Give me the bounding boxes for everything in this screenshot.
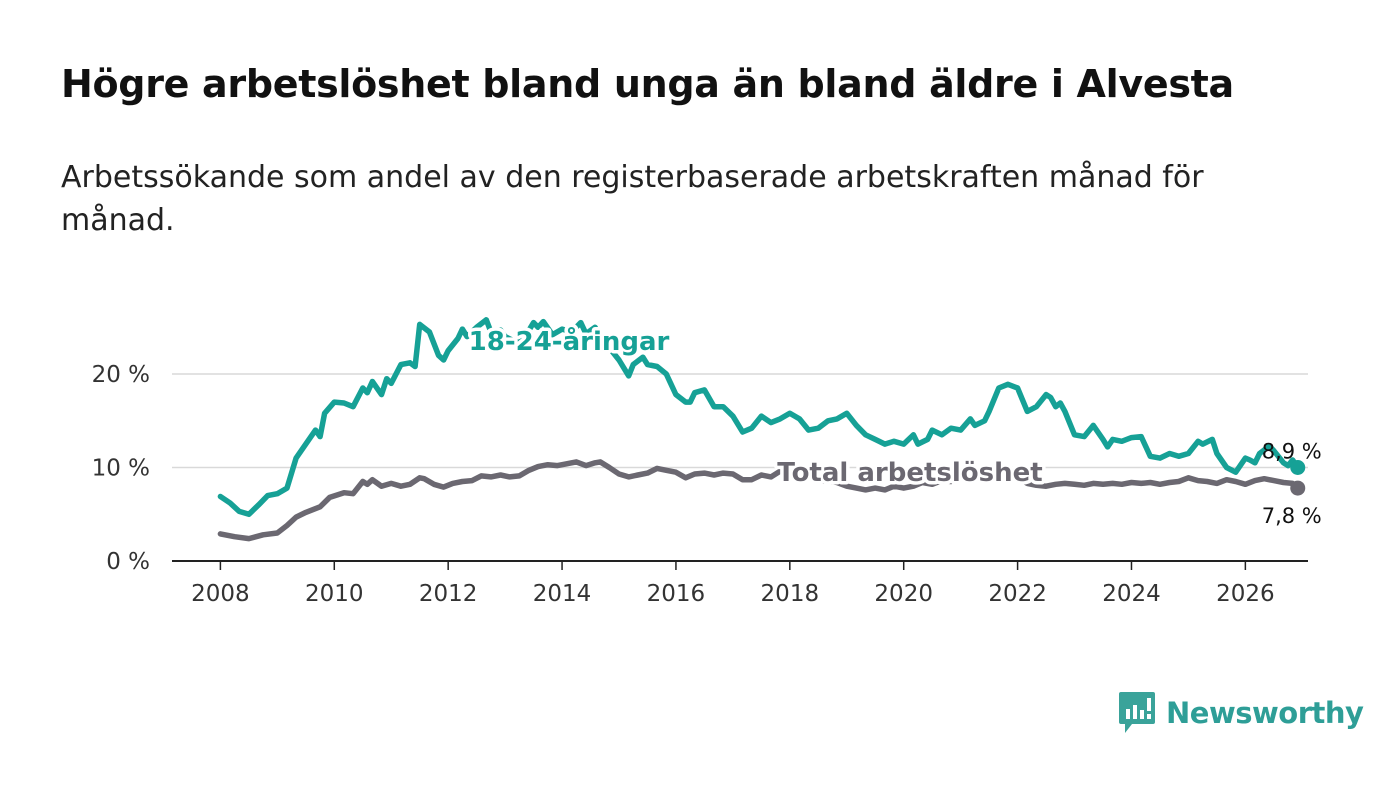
y-tick-label: 10 %	[92, 456, 150, 482]
x-tick-label: 2022	[988, 581, 1047, 607]
chart-subtitle: Arbetssökande som andel av den registerb…	[61, 160, 1204, 238]
x-tick-label: 2016	[647, 581, 706, 607]
series-label-youth: 18-24-åringar	[469, 325, 670, 357]
x-tick-label: 2010	[305, 581, 364, 607]
y-tick-label: 20 %	[92, 362, 150, 388]
x-tick-label: 2020	[874, 581, 933, 607]
chart-title: Högre arbetslöshet bland unga än bland ä…	[61, 62, 1234, 106]
end-point-youth	[1290, 460, 1306, 475]
y-tick-label: 0 %	[106, 549, 150, 575]
x-tick-label: 2026	[1216, 581, 1275, 607]
end-point-total	[1290, 480, 1306, 496]
series-line-youth	[217, 317, 1301, 518]
series-labels: 18-24-åringar Total arbetslöshet 8,9 % 7,8 …	[465, 322, 1322, 529]
y-axis: 0 % 10 % 20 %	[92, 362, 150, 575]
series-lines	[217, 317, 1306, 542]
x-axis: 2008 2010 2012 2014 2016 2018 2020 2022 2024 2026	[172, 560, 1308, 607]
newsworthy-logo-icon	[1119, 692, 1155, 733]
series-line-total	[217, 459, 1301, 542]
brand-name: Newsworthy	[1166, 696, 1364, 730]
gridlines	[172, 373, 1308, 469]
x-tick-label: 2014	[533, 581, 592, 607]
x-tick-label: 2012	[419, 581, 478, 607]
x-tick-label: 2018	[761, 581, 820, 607]
x-tick-label: 2008	[191, 581, 250, 607]
end-label-total: 7,8 %	[1262, 504, 1322, 528]
series-label-total: Total arbetslöshet	[777, 458, 1042, 488]
end-label-youth: 8,9 %	[1262, 440, 1322, 464]
brand: Newsworthy	[1118, 690, 1364, 736]
x-tick-label: 2024	[1102, 581, 1161, 607]
